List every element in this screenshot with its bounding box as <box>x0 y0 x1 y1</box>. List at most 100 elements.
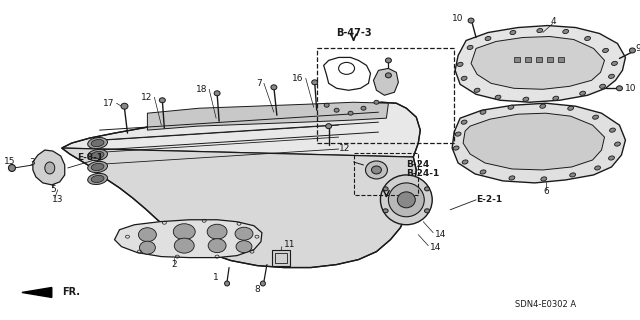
Bar <box>272 250 290 266</box>
Text: 6: 6 <box>543 188 548 196</box>
Ellipse shape <box>580 91 586 95</box>
Ellipse shape <box>326 124 332 129</box>
Ellipse shape <box>159 98 165 103</box>
Ellipse shape <box>568 106 573 110</box>
Text: E-2-1: E-2-1 <box>476 195 502 204</box>
Polygon shape <box>463 113 605 170</box>
Ellipse shape <box>461 120 467 124</box>
Ellipse shape <box>537 28 543 33</box>
Ellipse shape <box>385 58 392 63</box>
Ellipse shape <box>480 110 486 114</box>
Ellipse shape <box>495 95 501 99</box>
Ellipse shape <box>138 228 156 242</box>
Text: FR.: FR. <box>61 287 80 298</box>
Text: 17: 17 <box>103 99 115 108</box>
Ellipse shape <box>603 48 609 52</box>
Ellipse shape <box>361 106 366 110</box>
Text: 12: 12 <box>141 93 152 102</box>
Ellipse shape <box>371 166 381 174</box>
Bar <box>525 57 531 62</box>
Ellipse shape <box>553 96 559 100</box>
Text: B-24-1: B-24-1 <box>406 170 440 179</box>
Text: 5: 5 <box>50 185 56 194</box>
Ellipse shape <box>540 104 546 108</box>
Ellipse shape <box>480 170 486 174</box>
Text: E-8-1: E-8-1 <box>77 153 104 162</box>
Ellipse shape <box>595 166 600 170</box>
Bar <box>514 57 520 62</box>
Polygon shape <box>33 150 65 185</box>
Polygon shape <box>61 102 420 157</box>
Text: 14: 14 <box>430 243 442 252</box>
Text: 2: 2 <box>172 260 177 269</box>
Ellipse shape <box>121 103 128 109</box>
Ellipse shape <box>324 103 329 107</box>
Text: SDN4-E0302 A: SDN4-E0302 A <box>515 300 577 309</box>
Text: 11: 11 <box>284 240 295 249</box>
Polygon shape <box>115 220 262 258</box>
Ellipse shape <box>424 187 429 191</box>
Ellipse shape <box>612 61 618 66</box>
Ellipse shape <box>91 175 104 182</box>
Ellipse shape <box>88 138 108 149</box>
Ellipse shape <box>91 164 104 171</box>
Polygon shape <box>61 148 416 268</box>
Bar <box>536 57 542 62</box>
Text: 7: 7 <box>256 79 262 88</box>
Ellipse shape <box>424 209 429 213</box>
Ellipse shape <box>508 105 514 109</box>
Text: 9: 9 <box>636 44 640 53</box>
Bar <box>317 48 454 143</box>
Ellipse shape <box>462 160 468 164</box>
Text: 4: 4 <box>551 17 557 26</box>
Ellipse shape <box>616 86 623 91</box>
Bar <box>353 153 419 195</box>
Ellipse shape <box>45 162 55 174</box>
Ellipse shape <box>457 62 463 67</box>
Ellipse shape <box>453 146 459 150</box>
Ellipse shape <box>88 161 108 172</box>
Ellipse shape <box>173 224 195 240</box>
Ellipse shape <box>474 88 480 92</box>
Text: 10: 10 <box>452 14 463 23</box>
Ellipse shape <box>225 281 230 286</box>
Polygon shape <box>455 26 625 102</box>
Bar <box>275 252 287 263</box>
Ellipse shape <box>388 183 424 217</box>
Ellipse shape <box>609 128 616 132</box>
Ellipse shape <box>523 97 529 101</box>
Ellipse shape <box>235 227 253 240</box>
Ellipse shape <box>461 76 467 80</box>
Ellipse shape <box>455 132 461 136</box>
Ellipse shape <box>385 73 392 78</box>
Ellipse shape <box>260 281 266 286</box>
Polygon shape <box>471 36 605 89</box>
Ellipse shape <box>609 74 614 78</box>
Ellipse shape <box>8 164 15 172</box>
Ellipse shape <box>174 238 194 253</box>
Polygon shape <box>452 103 625 183</box>
Ellipse shape <box>91 151 104 159</box>
Ellipse shape <box>629 48 636 53</box>
Ellipse shape <box>383 209 388 213</box>
Ellipse shape <box>207 224 227 239</box>
Text: 14: 14 <box>435 230 447 239</box>
Ellipse shape <box>312 80 317 85</box>
Ellipse shape <box>510 30 516 35</box>
Ellipse shape <box>208 239 226 252</box>
Ellipse shape <box>365 161 387 179</box>
Ellipse shape <box>468 18 474 23</box>
Ellipse shape <box>600 84 605 88</box>
Text: 8: 8 <box>254 285 260 294</box>
Text: 1: 1 <box>213 273 219 282</box>
Ellipse shape <box>485 36 491 41</box>
Text: 3: 3 <box>29 158 35 167</box>
Ellipse shape <box>88 149 108 161</box>
Ellipse shape <box>348 111 353 115</box>
Ellipse shape <box>570 173 575 177</box>
Ellipse shape <box>609 156 614 160</box>
Ellipse shape <box>140 241 156 254</box>
Ellipse shape <box>380 175 432 225</box>
Ellipse shape <box>509 176 515 180</box>
Ellipse shape <box>593 115 598 119</box>
